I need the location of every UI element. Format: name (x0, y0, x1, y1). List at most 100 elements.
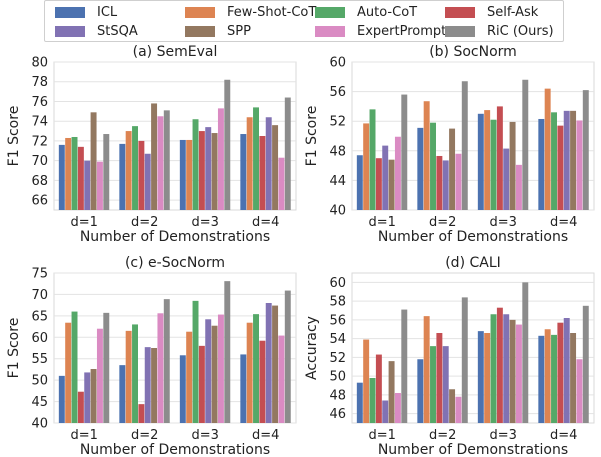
bar (423, 101, 430, 210)
bar (211, 325, 218, 423)
legend-label: Few-Shot-CoT (227, 4, 317, 20)
y-tick-label: 50 (31, 374, 48, 389)
bar (570, 333, 577, 423)
bar (455, 153, 462, 210)
x-tick-label: d=1 (71, 428, 98, 443)
bar (388, 159, 395, 210)
bar (103, 312, 110, 423)
legend-label: Auto-CoT (357, 4, 418, 20)
bar (71, 311, 78, 423)
bar (503, 148, 510, 210)
bar (375, 158, 382, 210)
bar (394, 136, 401, 210)
bar (265, 117, 272, 210)
legend-label: StSQA (97, 23, 138, 39)
bar (240, 134, 247, 210)
bar (563, 110, 570, 210)
legend-label: SPP (227, 23, 251, 39)
bar (484, 110, 491, 210)
bar (65, 137, 72, 210)
bar (84, 160, 91, 210)
bar (253, 107, 259, 210)
bar (157, 313, 164, 423)
x-tick-label: d=4 (252, 215, 279, 230)
bar (582, 90, 589, 210)
y-tick-label: 65 (31, 309, 48, 324)
bar (58, 144, 65, 210)
x-tick-label: d=3 (490, 428, 517, 443)
y-tick-label: 80 (31, 56, 48, 71)
bar (77, 391, 84, 423)
y-tick-label: 70 (31, 288, 48, 303)
bar (570, 110, 577, 210)
chart-title: (d) CALI (445, 255, 501, 271)
bar (179, 355, 186, 423)
legend-swatch (315, 6, 345, 18)
x-tick-label: d=4 (550, 428, 577, 443)
bar (442, 160, 449, 210)
bar (265, 303, 272, 423)
bar (544, 88, 551, 210)
bar (179, 139, 186, 210)
y-tick-label: 56 (329, 313, 346, 328)
y-tick-label: 40 (31, 417, 48, 432)
legend-item: SPP (185, 22, 251, 40)
bar (509, 121, 516, 210)
bar (356, 155, 363, 210)
legend-item: Auto-CoT (315, 3, 417, 21)
bar (382, 145, 389, 210)
legend-label: ICL (97, 4, 118, 20)
legend-item: StSQA (55, 22, 138, 40)
bar (278, 335, 285, 423)
legend-swatch (445, 6, 475, 18)
bar (186, 139, 193, 210)
y-tick-label: 60 (31, 331, 48, 346)
y-tick-label: 66 (31, 194, 48, 209)
bar (544, 329, 551, 423)
bar (375, 354, 382, 423)
x-tick-label: d=1 (369, 215, 396, 230)
bar (515, 164, 522, 210)
bar (551, 112, 557, 210)
legend-item: ICL (55, 3, 117, 21)
bar (363, 339, 370, 423)
y-tick-label: 70 (31, 154, 48, 169)
bar (551, 334, 557, 424)
y-tick-label: 55 (31, 352, 48, 367)
legend-swatch (185, 6, 215, 18)
bar (557, 322, 564, 423)
bar (132, 126, 138, 210)
chart-title: (c) e-SocNorm (125, 255, 225, 271)
bar (576, 359, 583, 423)
x-tick-label: d=3 (192, 428, 219, 443)
y-tick-label: 40 (329, 204, 346, 219)
bar (582, 305, 589, 423)
bar (205, 319, 212, 423)
y-tick-label: 52 (329, 351, 346, 366)
x-tick-label: d=1 (71, 215, 98, 230)
y-tick-label: 50 (329, 370, 346, 385)
bar (503, 314, 510, 423)
x-axis-label: Number of Demonstrations (378, 442, 568, 457)
bar (151, 348, 158, 423)
legend-swatch (185, 25, 215, 37)
y-tick-label: 60 (329, 56, 346, 71)
bar (278, 157, 285, 210)
bar (417, 127, 424, 210)
bar (538, 118, 545, 210)
bar (461, 297, 468, 424)
legend-item: Self-Ask (445, 3, 538, 21)
bar (58, 375, 65, 423)
legend-swatch (445, 25, 475, 37)
bar (442, 346, 449, 424)
bar (246, 322, 253, 423)
y-tick-label: 56 (329, 85, 346, 100)
y-tick-label: 48 (329, 144, 346, 159)
bar (96, 328, 103, 423)
bar (224, 281, 231, 423)
legend-swatch (315, 25, 345, 37)
legend-label: ExpertPrompt (357, 23, 447, 39)
y-tick-label: 45 (31, 395, 48, 410)
bar (284, 290, 291, 423)
